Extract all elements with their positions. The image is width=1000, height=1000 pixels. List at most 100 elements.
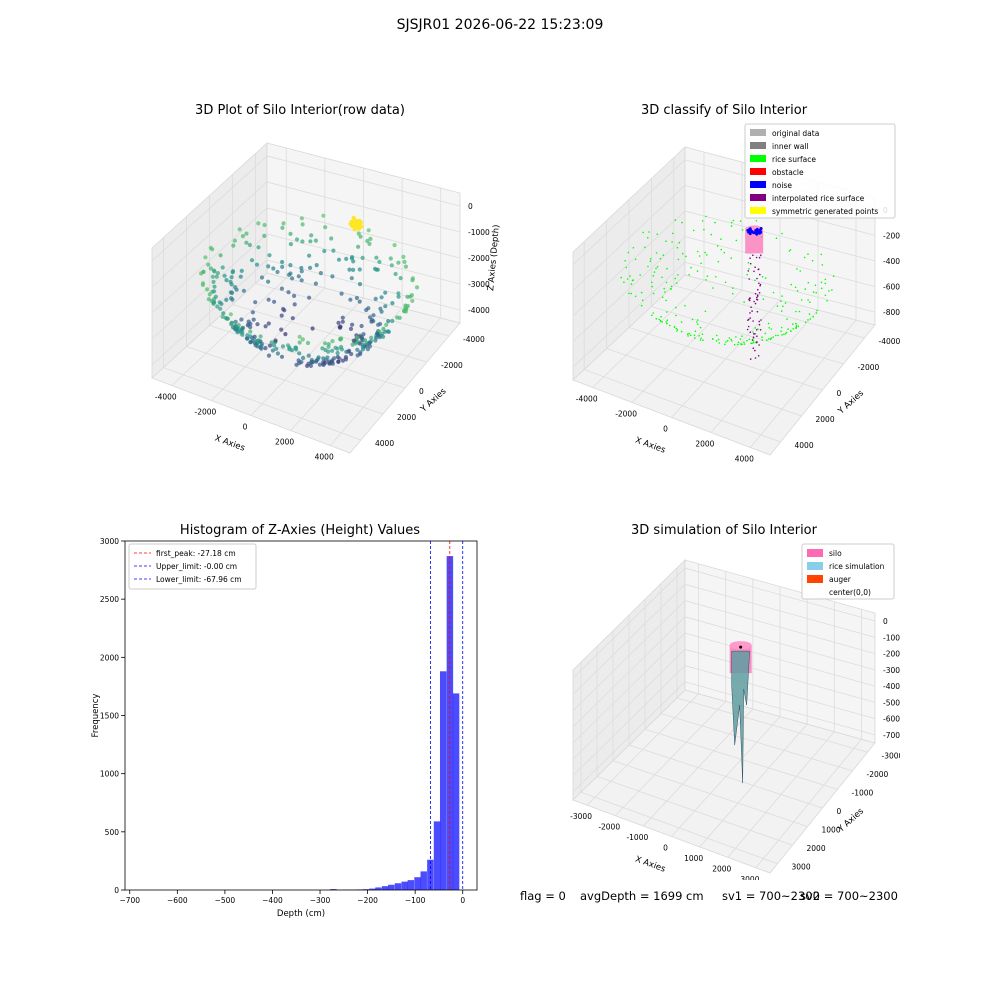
p2-rice-surface-point	[746, 273, 748, 276]
p1-data-point	[229, 275, 234, 280]
p3-histogram-bar	[433, 821, 441, 890]
p2-rice-surface-point	[757, 328, 759, 330]
p2-rice-surface-point	[730, 338, 732, 341]
p2-rice-surface-point	[728, 337, 731, 339]
p3-x-tick-label: −200	[357, 896, 378, 905]
p1-data-point	[410, 298, 415, 303]
p2-interpolated-point	[759, 283, 762, 286]
p2-interpolated-point	[755, 256, 758, 259]
p2-rice-surface-point	[644, 246, 646, 249]
p1-data-point	[267, 343, 273, 348]
p2-interpolated-point	[758, 323, 761, 326]
p2-rice-surface-point	[671, 232, 674, 235]
p2-rice-surface-point	[652, 275, 655, 277]
p1-data-point	[262, 222, 267, 228]
p1-data-point	[396, 291, 401, 296]
p4-grid-line	[572, 665, 876, 776]
p2-rice-surface-point	[780, 310, 783, 312]
p4-x-tick-label: 3000	[740, 875, 759, 880]
p1-data-point	[206, 262, 211, 267]
p2-rice-surface-point	[649, 258, 652, 260]
p1-data-point	[308, 239, 313, 244]
p2-rice-surface-point	[807, 319, 809, 321]
p2-rice-surface-point	[630, 283, 633, 285]
p1-data-point	[263, 346, 268, 351]
p1-data-point	[300, 222, 305, 227]
p2-rice-surface-point	[640, 304, 643, 307]
p1-data-point	[355, 347, 360, 352]
p1-data-point	[357, 299, 362, 304]
p1-data-point	[280, 225, 285, 230]
p4-legend-swatch	[807, 549, 823, 557]
p2-rice-surface-point	[655, 267, 657, 270]
p2-y-tick-label: 2000	[816, 415, 835, 424]
p1-data-point	[338, 337, 343, 342]
p2-rice-surface-point	[660, 315, 662, 318]
p1-data-point	[259, 275, 265, 280]
p3-legend-label: Upper_limit: -0.00 cm	[156, 562, 237, 571]
p1-data-point	[259, 346, 264, 351]
p2-rice-surface-point	[764, 332, 767, 335]
p1-data-point	[239, 268, 244, 273]
p1-data-point	[250, 310, 255, 315]
p1-data-point	[314, 358, 319, 363]
p2-rice-surface-point	[640, 291, 643, 294]
p2-interpolated-point	[758, 320, 760, 323]
p2-interpolated-point	[753, 300, 755, 303]
p2-rice-surface-point	[692, 229, 695, 232]
p2-rice-surface-point	[772, 291, 775, 294]
p1-data-point	[388, 256, 393, 261]
p1-data-point	[207, 292, 212, 297]
p2-rice-surface-point	[824, 294, 827, 297]
p2-rice-surface-point	[651, 281, 653, 284]
p1-data-point	[271, 343, 277, 348]
p4-grid-line	[660, 713, 853, 772]
p2-rice-surface-point	[780, 326, 783, 329]
p4-z-tick-label: -4000	[883, 682, 900, 691]
p1-data-point	[365, 238, 370, 244]
p3-x-tick-label: −300	[310, 896, 331, 905]
p2-rice-surface-point	[826, 300, 828, 302]
p1-data-point	[279, 354, 285, 359]
p2-rice-surface-point	[658, 318, 660, 321]
p2-rice-surface-point	[724, 281, 727, 284]
p2-x-tick-label: 2000	[695, 440, 714, 449]
p1-data-point	[255, 322, 260, 327]
panel4-title: 3D simulation of Silo Interior	[631, 523, 817, 538]
p1-data-point	[280, 264, 285, 269]
p2-rice-surface-point	[674, 277, 677, 280]
p1-data-point	[357, 267, 362, 272]
p1-data-point	[308, 265, 313, 270]
p1-data-point	[372, 266, 378, 271]
p2-rice-surface-point	[775, 334, 777, 337]
p1-grid-line	[151, 181, 461, 288]
p2-rice-surface-point	[724, 343, 726, 346]
p4-x-tick-label: -2000	[598, 823, 620, 832]
p2-interpolated-point	[747, 270, 750, 272]
p4-legend-label: center(0,0)	[829, 588, 871, 597]
p1-data-point	[244, 240, 249, 245]
p1-data-point	[296, 358, 301, 363]
p4-grid-line	[572, 648, 876, 760]
p2-rice-surface-point	[665, 299, 667, 302]
p2-rice-surface-point	[665, 281, 668, 284]
p3-histogram-bar	[330, 889, 337, 890]
p1-data-point	[379, 295, 384, 300]
p1-data-point	[392, 243, 397, 248]
p2-grid-line	[572, 184, 876, 291]
p1-data-point	[379, 309, 384, 314]
p1-data-point	[339, 347, 344, 352]
p2-rice-surface-point	[680, 330, 683, 333]
p2-rice-surface-point	[632, 247, 635, 249]
p2-legend-label: obstacle	[772, 168, 804, 177]
p1-data-point	[323, 225, 328, 230]
p2-rice-surface-point	[746, 339, 748, 342]
p2-rice-surface-point	[720, 238, 722, 240]
p1-data-point	[274, 346, 279, 351]
p1-data-point	[232, 238, 237, 243]
p2-legend-box	[744, 123, 896, 219]
p2-rice-surface-point	[787, 328, 789, 330]
p1-data-point	[389, 263, 394, 268]
p2-rice-surface-point	[732, 219, 735, 222]
p1-data-point	[367, 340, 373, 345]
